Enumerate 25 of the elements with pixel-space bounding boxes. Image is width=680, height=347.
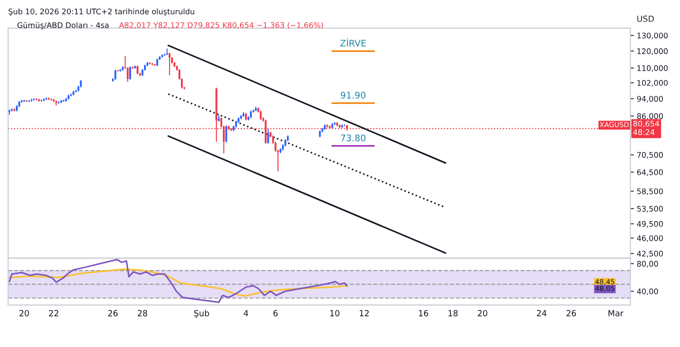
x-tick-label: 12 xyxy=(360,310,369,316)
series-label: 73.80 xyxy=(340,134,366,142)
series-label: ZİRVE xyxy=(340,38,366,46)
x-tick-label: 20 xyxy=(478,310,488,316)
x-tick-label: 4 xyxy=(244,310,248,316)
candlestick xyxy=(114,69,116,80)
x-tick-label: 28 xyxy=(138,310,148,316)
x-tick-label: 6 xyxy=(273,310,278,316)
x-tick-label: 10 xyxy=(330,310,340,316)
candlestick xyxy=(267,128,270,144)
x-tick-label: Şub xyxy=(194,310,210,318)
series-label: 91.90 xyxy=(340,92,366,99)
x-tick-label: 20 xyxy=(19,310,29,316)
x-tick-label: 22 xyxy=(49,310,58,316)
y-axis-title: USD xyxy=(637,16,654,22)
x-tick-label: 26 xyxy=(108,310,118,316)
candlestick xyxy=(129,66,132,80)
x-tick-label: Mar xyxy=(608,310,624,316)
x-tick-label: 16 xyxy=(418,310,428,316)
line-series xyxy=(8,258,348,304)
x-tick-label: 18 xyxy=(448,310,458,316)
x-tick-label: 24 xyxy=(536,310,546,316)
line-series xyxy=(8,268,348,297)
x-tick-label: 26 xyxy=(566,310,576,316)
candlestick xyxy=(168,52,170,76)
